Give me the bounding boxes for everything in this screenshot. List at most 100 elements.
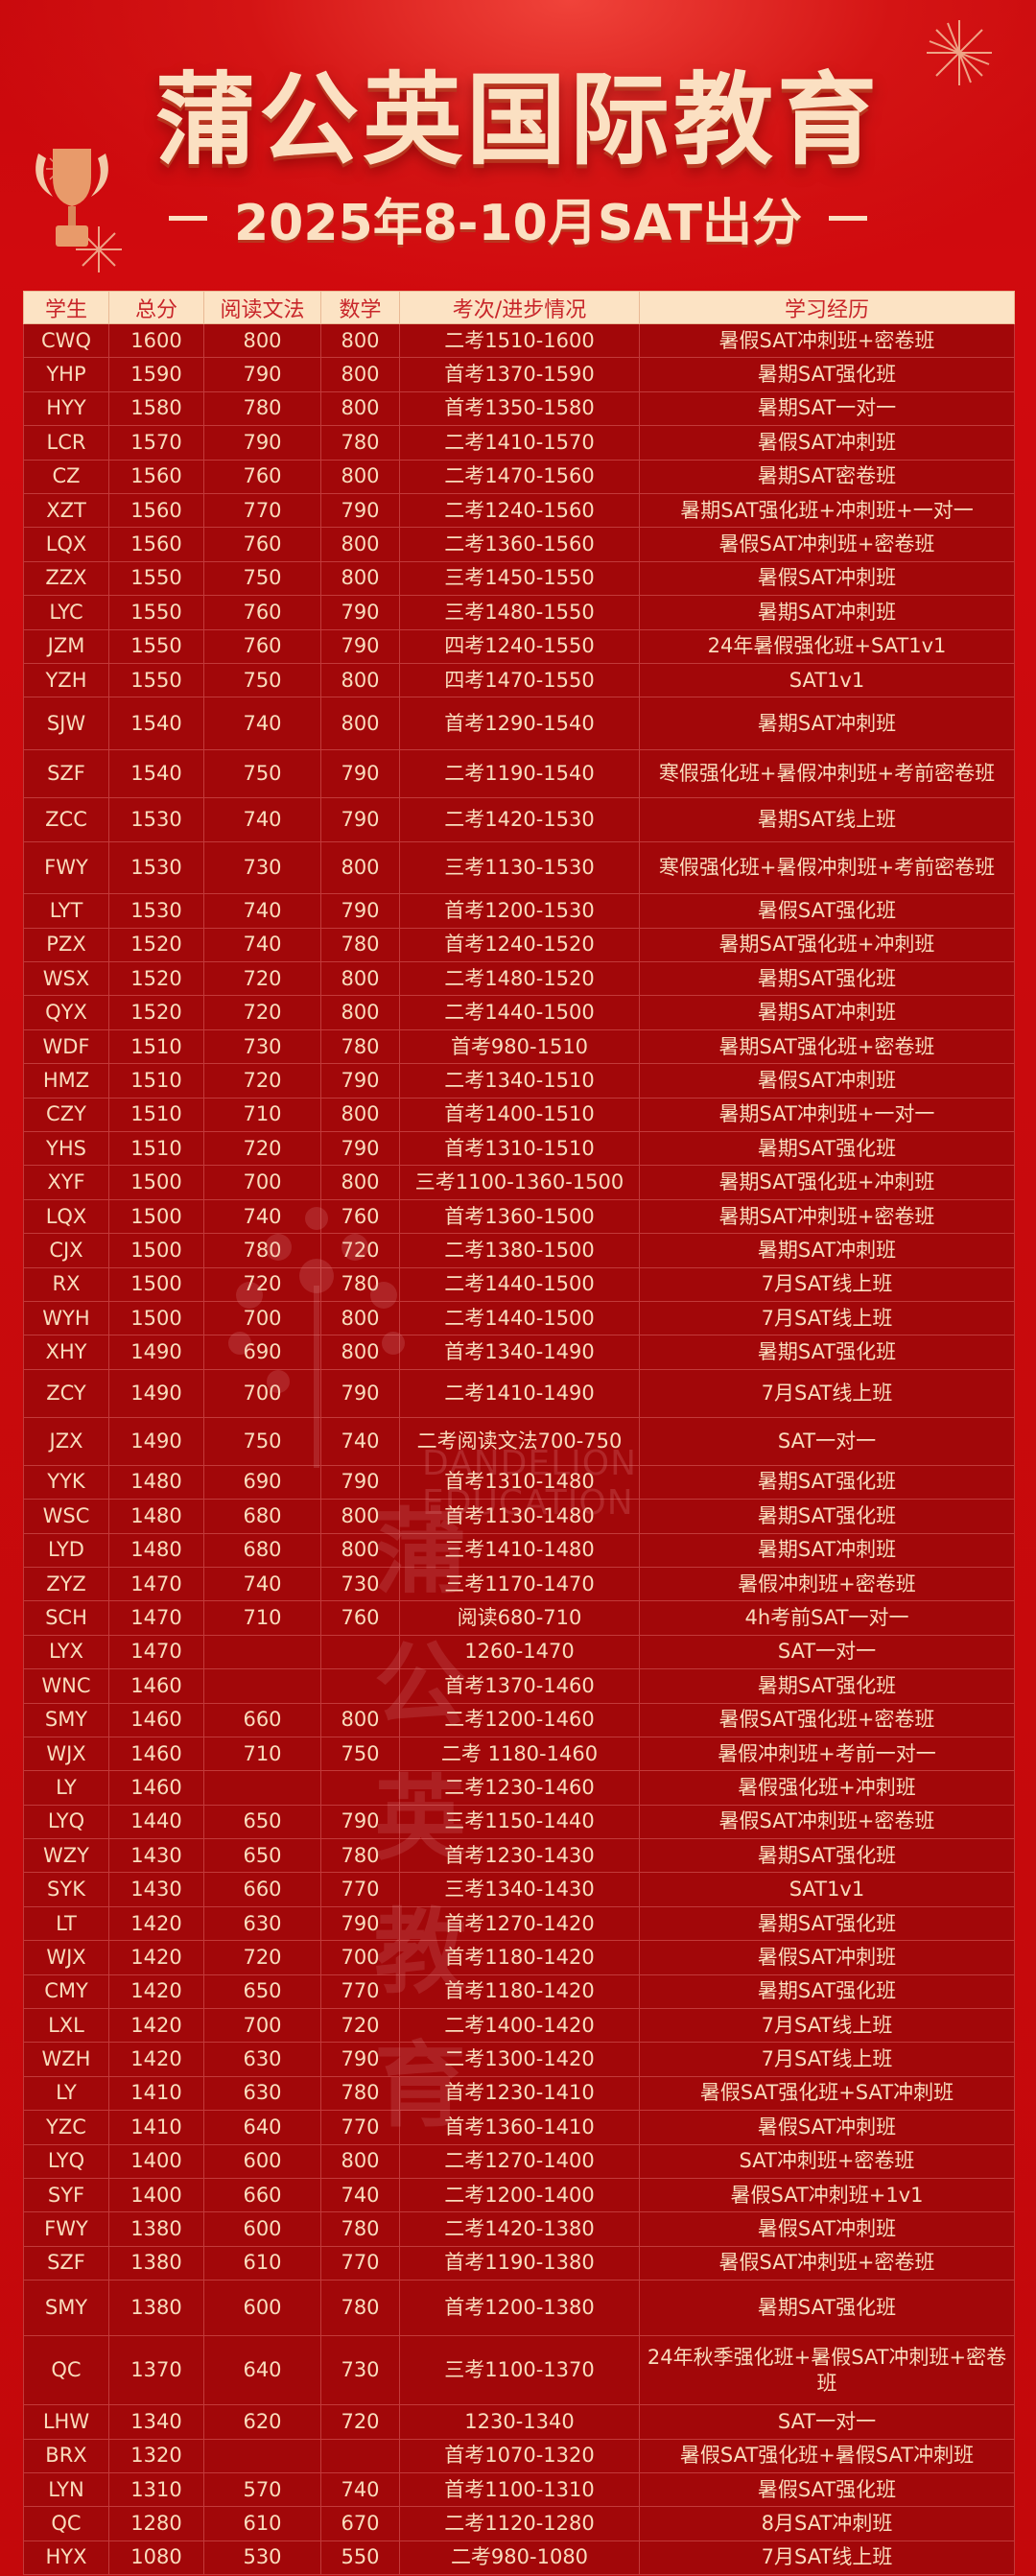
cell-total: 1510 (108, 1097, 204, 1133)
cell-history: SAT一对一 (639, 1634, 1015, 1670)
cell-history: 暑期SAT强化班+冲刺班+一对一 (639, 492, 1015, 529)
cell-math (320, 1770, 400, 1806)
cell-progress: 首考1340-1490 (399, 1335, 640, 1370)
cell-history: 暑期SAT强化班 (639, 1905, 1015, 1942)
cell-total: 1570 (108, 425, 204, 461)
cell-student: WJX (23, 1736, 109, 1772)
cell-student: LYQ (23, 2143, 109, 2179)
table-row: LY 1460 二考1230-1460 暑假强化班+冲刺班 (23, 1770, 1015, 1806)
cell-total: 1480 (108, 1464, 204, 1501)
cell-progress: 二考1470-1560 (399, 459, 640, 494)
cell-reading: 750 (203, 662, 321, 698)
cell-math: 800 (320, 459, 400, 494)
cell-student: CWQ (23, 322, 109, 359)
cell-reading: 600 (203, 2280, 321, 2337)
cell-history: 暑期SAT强化班 (639, 1973, 1015, 2010)
cell-reading: 790 (203, 425, 321, 461)
cell-history: 暑假SAT强化班+密卷班 (639, 1702, 1015, 1737)
cell-progress: 二考980-1080 (399, 2540, 640, 2576)
cell-math: 770 (320, 2245, 400, 2281)
cell-math: 550 (320, 2540, 400, 2576)
cell-progress: 三考1100-1360-1500 (399, 1165, 640, 1200)
cell-total: 1490 (108, 1335, 204, 1370)
cell-history: 暑假SAT冲刺班+密卷班 (639, 1804, 1015, 1840)
cell-reading: 660 (203, 1702, 321, 1737)
table-row: SJW 1540 740 800 首考1290-1540 暑期SAT冲刺班 (23, 697, 1015, 751)
cell-student: LCR (23, 425, 109, 461)
cell-total: 1510 (108, 1028, 204, 1065)
cell-math: 790 (320, 492, 400, 529)
column-header-math: 数学 (320, 291, 400, 324)
cell-student: LYQ (23, 1804, 109, 1840)
cell-reading: 700 (203, 1300, 321, 1336)
cell-math: 800 (320, 961, 400, 997)
cell-history: 暑期SAT冲刺班+一对一 (639, 1097, 1015, 1133)
cell-progress: 二考1420-1380 (399, 2211, 640, 2247)
cell-total: 1380 (108, 2280, 204, 2337)
cell-total: 1280 (108, 2506, 204, 2541)
cell-math (320, 1668, 400, 1704)
cell-total: 1490 (108, 1416, 204, 1466)
cell-progress: 二考1270-1400 (399, 2143, 640, 2179)
cell-total: 1410 (108, 2075, 204, 2112)
cell-math: 740 (320, 1416, 400, 1466)
cell-total: 1400 (108, 2143, 204, 2179)
cell-history: 暑假SAT冲刺班 (639, 560, 1015, 597)
cell-history: 暑期SAT冲刺班 (639, 1233, 1015, 1268)
cell-progress: 首考1310-1480 (399, 1464, 640, 1501)
table-row: SMY 1380 600 780 首考1200-1380 暑期SAT强化班 (23, 2280, 1015, 2337)
cell-student: SMY (23, 1702, 109, 1737)
cell-reading: 610 (203, 2245, 321, 2281)
cell-reading: 710 (203, 1600, 321, 1636)
cell-progress: 三考1100-1370 (399, 2335, 640, 2406)
cell-total: 1500 (108, 1233, 204, 1268)
cell-history: 暑期SAT强化班 (639, 1335, 1015, 1370)
table-row: FWY 1530 730 800 三考1130-1530 寒假强化班+暑假冲刺班+考前密卷… (23, 841, 1015, 895)
cell-student: WNC (23, 1668, 109, 1704)
cell-student: LYD (23, 1532, 109, 1568)
cell-student: LYC (23, 595, 109, 630)
cell-total: 1480 (108, 1532, 204, 1568)
cell-total: 1540 (108, 697, 204, 751)
cell-total: 1550 (108, 560, 204, 597)
cell-math: 800 (320, 357, 400, 392)
table-row: CJX 1500 780 720 二考1380-1500 暑期SAT冲刺班 (23, 1233, 1015, 1268)
table-row: QC 1280 610 670 二考1120-1280 8月SAT冲刺班 (23, 2506, 1015, 2541)
cell-history: 24年秋季强化班+暑假SAT冲刺班+密卷班 (639, 2335, 1015, 2406)
cell-progress: 首考1360-1410 (399, 2110, 640, 2145)
table-row: LY 1410 630 780 首考1230-1410 暑假SAT强化班+SAT冲刺班 (23, 2075, 1015, 2112)
cell-reading: 650 (203, 1838, 321, 1874)
cell-progress: 二考1230-1460 (399, 1770, 640, 1806)
page-title: 蒲公英国际教育 (154, 61, 881, 178)
cell-progress: 首考1130-1480 (399, 1499, 640, 1534)
cell-student: BRX (23, 2438, 109, 2473)
cell-history: 暑假SAT冲刺班+1v1 (639, 2177, 1015, 2213)
cell-progress: 二考1410-1490 (399, 1368, 640, 1418)
cell-total: 1420 (108, 1973, 204, 2010)
table-row: CZ 1560 760 800 二考1470-1560 暑期SAT密卷班 (23, 459, 1015, 494)
cell-total: 1550 (108, 662, 204, 698)
cell-student: XZT (23, 492, 109, 529)
cell-math: 790 (320, 1804, 400, 1840)
table-row: ZCY 1490 700 790 二考1410-1490 7月SAT线上班 (23, 1368, 1015, 1418)
cell-reading: 760 (203, 527, 321, 562)
cell-reading: 710 (203, 1736, 321, 1772)
cell-history: 4h考前SAT一对一 (639, 1600, 1015, 1636)
cell-progress: 首考1230-1410 (399, 2075, 640, 2112)
cell-history: 暑期SAT强化班+冲刺班 (639, 1165, 1015, 1200)
cell-progress: 二考1360-1560 (399, 527, 640, 562)
cell-math: 800 (320, 560, 400, 597)
cell-progress: 首考1180-1420 (399, 1940, 640, 1975)
cell-math: 790 (320, 1063, 400, 1099)
cell-progress: 二考1380-1500 (399, 1233, 640, 1268)
cell-math: 730 (320, 1566, 400, 1602)
cell-math: 790 (320, 749, 400, 799)
table-row: LYT 1530 740 790 首考1200-1530 暑假SAT强化班 (23, 893, 1015, 929)
table-body: CWQ 1600 800 800 二考1510-1600 暑假SAT冲刺班+密卷班 YHP 1… (23, 322, 1015, 2576)
column-header-total: 总分 (108, 291, 204, 324)
cell-math: 770 (320, 1872, 400, 1907)
cell-progress: 首考1270-1420 (399, 1905, 640, 1942)
table-row: WYH 1500 700 800 二考1440-1500 7月SAT线上班 (23, 1300, 1015, 1336)
cell-progress: 二考阅读文法700-750 (399, 1416, 640, 1466)
cell-student: YZC (23, 2110, 109, 2145)
